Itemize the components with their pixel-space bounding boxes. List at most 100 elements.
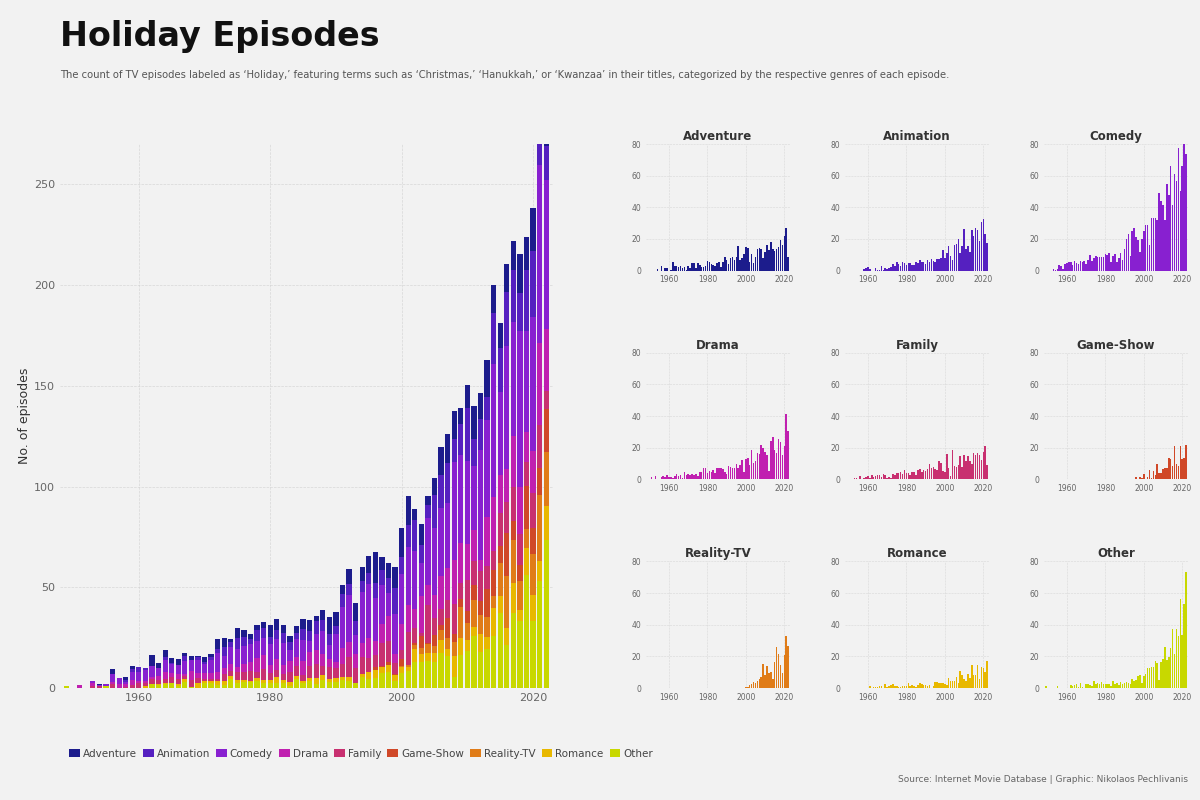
- Bar: [228, 676, 234, 679]
- Bar: [961, 246, 962, 270]
- Bar: [458, 598, 463, 606]
- Bar: [202, 673, 208, 679]
- Bar: [774, 662, 775, 688]
- Bar: [1154, 475, 1156, 479]
- Bar: [890, 267, 892, 270]
- Bar: [931, 468, 932, 479]
- Bar: [412, 646, 418, 649]
- Bar: [254, 681, 259, 688]
- Bar: [935, 682, 936, 688]
- Bar: [425, 505, 431, 518]
- Bar: [340, 664, 346, 678]
- Bar: [400, 673, 404, 688]
- Bar: [980, 666, 982, 688]
- Bar: [175, 684, 181, 686]
- Bar: [313, 664, 319, 678]
- Bar: [967, 456, 968, 479]
- Text: The count of TV episodes labeled as ‘Holiday,’ featuring terms such as ‘Christma: The count of TV episodes labeled as ‘Hol…: [60, 70, 949, 80]
- Bar: [228, 647, 234, 664]
- Bar: [175, 666, 181, 674]
- Bar: [485, 649, 490, 688]
- Bar: [406, 525, 410, 547]
- Bar: [215, 639, 221, 649]
- Bar: [334, 612, 338, 626]
- Bar: [1114, 684, 1116, 688]
- Bar: [400, 667, 404, 673]
- Bar: [724, 258, 726, 270]
- Bar: [360, 677, 365, 688]
- Bar: [491, 364, 497, 498]
- Bar: [90, 686, 96, 688]
- Bar: [307, 620, 312, 631]
- Bar: [268, 680, 272, 683]
- Bar: [248, 662, 253, 671]
- Bar: [196, 683, 200, 688]
- Bar: [334, 662, 338, 668]
- Bar: [986, 465, 988, 479]
- Bar: [478, 615, 484, 634]
- Bar: [538, 343, 542, 426]
- Bar: [944, 684, 946, 688]
- Bar: [764, 674, 766, 688]
- Bar: [778, 654, 779, 688]
- Bar: [294, 678, 299, 688]
- Bar: [400, 659, 404, 666]
- Bar: [222, 668, 227, 674]
- Bar: [485, 420, 490, 517]
- Bar: [742, 258, 743, 270]
- Bar: [1177, 148, 1180, 270]
- Bar: [326, 682, 332, 688]
- Bar: [1153, 471, 1154, 479]
- Bar: [544, 390, 548, 409]
- Bar: [1160, 473, 1162, 479]
- Bar: [162, 672, 168, 678]
- Bar: [353, 654, 359, 668]
- Bar: [961, 466, 962, 479]
- Bar: [676, 266, 678, 270]
- Bar: [458, 582, 463, 598]
- Bar: [458, 424, 463, 455]
- Bar: [973, 236, 974, 270]
- Bar: [888, 478, 890, 479]
- Bar: [215, 685, 221, 688]
- Bar: [936, 682, 938, 688]
- Bar: [774, 251, 775, 270]
- Bar: [979, 679, 980, 688]
- Bar: [970, 461, 971, 479]
- Bar: [916, 686, 917, 688]
- Bar: [1148, 245, 1151, 270]
- Bar: [1126, 238, 1127, 270]
- Bar: [1104, 684, 1106, 688]
- Bar: [1078, 686, 1079, 688]
- Bar: [215, 672, 221, 679]
- Bar: [774, 450, 775, 479]
- Bar: [1174, 446, 1175, 479]
- Bar: [923, 686, 924, 688]
- Bar: [116, 684, 121, 688]
- Bar: [1186, 154, 1187, 270]
- Bar: [478, 450, 484, 560]
- Bar: [936, 470, 938, 479]
- Bar: [347, 642, 352, 658]
- Bar: [491, 286, 497, 313]
- Bar: [767, 245, 768, 270]
- Bar: [392, 674, 397, 675]
- Bar: [254, 678, 259, 681]
- Bar: [967, 246, 968, 270]
- Bar: [511, 241, 516, 270]
- Bar: [906, 686, 907, 688]
- Bar: [281, 642, 286, 665]
- Bar: [1116, 683, 1117, 688]
- Bar: [907, 474, 910, 479]
- Bar: [1094, 684, 1097, 688]
- Bar: [379, 667, 384, 673]
- Bar: [97, 685, 102, 686]
- Bar: [958, 465, 959, 479]
- Bar: [1066, 263, 1068, 270]
- Bar: [432, 595, 437, 618]
- Bar: [438, 508, 444, 576]
- Bar: [268, 644, 272, 665]
- Bar: [694, 474, 695, 479]
- Bar: [300, 682, 306, 688]
- Bar: [472, 599, 476, 627]
